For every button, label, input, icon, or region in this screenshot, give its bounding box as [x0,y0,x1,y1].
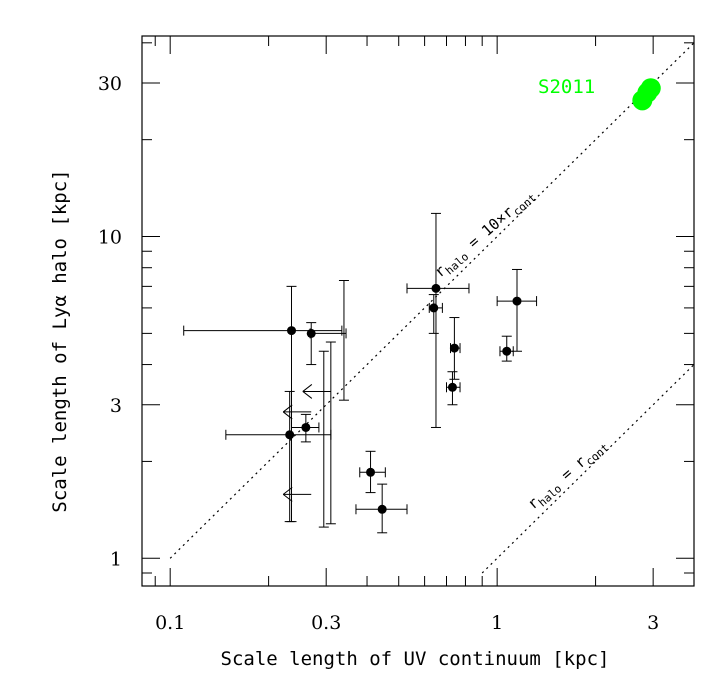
data-point [512,296,522,306]
s2011-point [640,78,661,99]
arrow-head [282,493,293,502]
x-tick-label: 1 [491,612,503,634]
y-axis-label: Scale length of Lyα halo [kpc] [49,169,71,512]
data-point [449,343,459,353]
axis-ticks [142,36,695,586]
ratio1-annotation: rhalo = rcont [524,435,612,515]
data-point [366,467,376,477]
data-point [287,326,297,336]
ratio10-annotation: rhalo = 10×rcont [431,185,539,283]
arrow-head [282,411,293,420]
arrow-head [282,404,293,413]
data-point [502,346,512,356]
y-tick-label: 1 [110,548,122,570]
data-point [301,422,311,432]
x-tick-label: 3 [647,612,659,634]
s2011-points [632,78,661,111]
tick-labels: 0.1 0.3 1 3 1 3 10 30 [98,73,659,634]
data-point [447,382,457,392]
y-tick-label: 30 [98,73,122,95]
arrow-head [282,486,293,495]
x-axis-label: Scale length of UV continuum [kpc] [221,648,610,670]
data-point [377,504,387,514]
arrow-head [302,391,313,399]
data-point [429,303,439,313]
reference-line-1x [481,364,695,574]
reference-line-10x [169,42,695,559]
data-point [285,430,295,440]
y-tick-label: 10 [98,227,122,249]
arrow-head [302,384,313,392]
plot-frame [141,35,695,587]
data-points [285,283,522,514]
error-bars [183,212,538,534]
reference-lines [169,42,695,574]
data-point [306,328,316,338]
x-tick-label: 0.3 [311,612,341,634]
x-tick-label: 0.1 [155,612,185,634]
upper-limit-bars [282,280,349,528]
s2011-label: S2011 [538,76,595,98]
data-point [431,283,441,293]
y-tick-label: 3 [110,395,122,417]
